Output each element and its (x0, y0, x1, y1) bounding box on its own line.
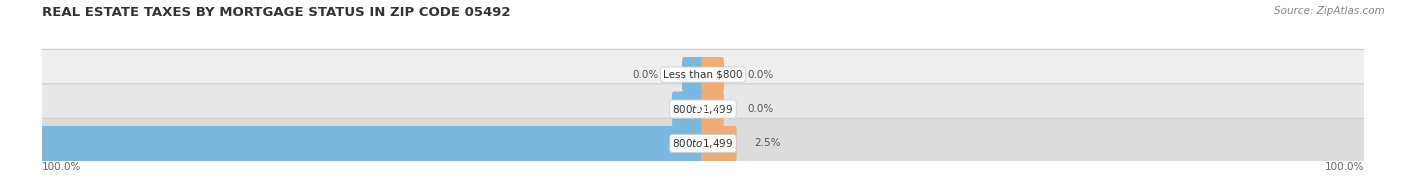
Text: 0.0%: 0.0% (748, 104, 773, 114)
Text: 100.0%: 100.0% (42, 162, 82, 172)
Text: 2.5%: 2.5% (754, 139, 780, 149)
FancyBboxPatch shape (682, 57, 704, 92)
Text: $800 to $1,499: $800 to $1,499 (672, 103, 734, 116)
Text: 0.0%: 0.0% (633, 70, 658, 80)
Text: Less than $800: Less than $800 (664, 70, 742, 80)
FancyBboxPatch shape (702, 57, 724, 92)
FancyBboxPatch shape (702, 126, 737, 161)
Text: $800 to $1,499: $800 to $1,499 (672, 137, 734, 150)
Text: 2.3%: 2.3% (693, 104, 721, 114)
FancyBboxPatch shape (38, 84, 1368, 134)
FancyBboxPatch shape (672, 92, 704, 127)
Text: 100.0%: 100.0% (1324, 162, 1364, 172)
Text: Source: ZipAtlas.com: Source: ZipAtlas.com (1274, 6, 1385, 16)
FancyBboxPatch shape (38, 118, 1368, 169)
FancyBboxPatch shape (0, 126, 704, 161)
Text: 0.0%: 0.0% (748, 70, 773, 80)
Text: REAL ESTATE TAXES BY MORTGAGE STATUS IN ZIP CODE 05492: REAL ESTATE TAXES BY MORTGAGE STATUS IN … (42, 6, 510, 19)
FancyBboxPatch shape (702, 92, 724, 127)
FancyBboxPatch shape (38, 49, 1368, 100)
